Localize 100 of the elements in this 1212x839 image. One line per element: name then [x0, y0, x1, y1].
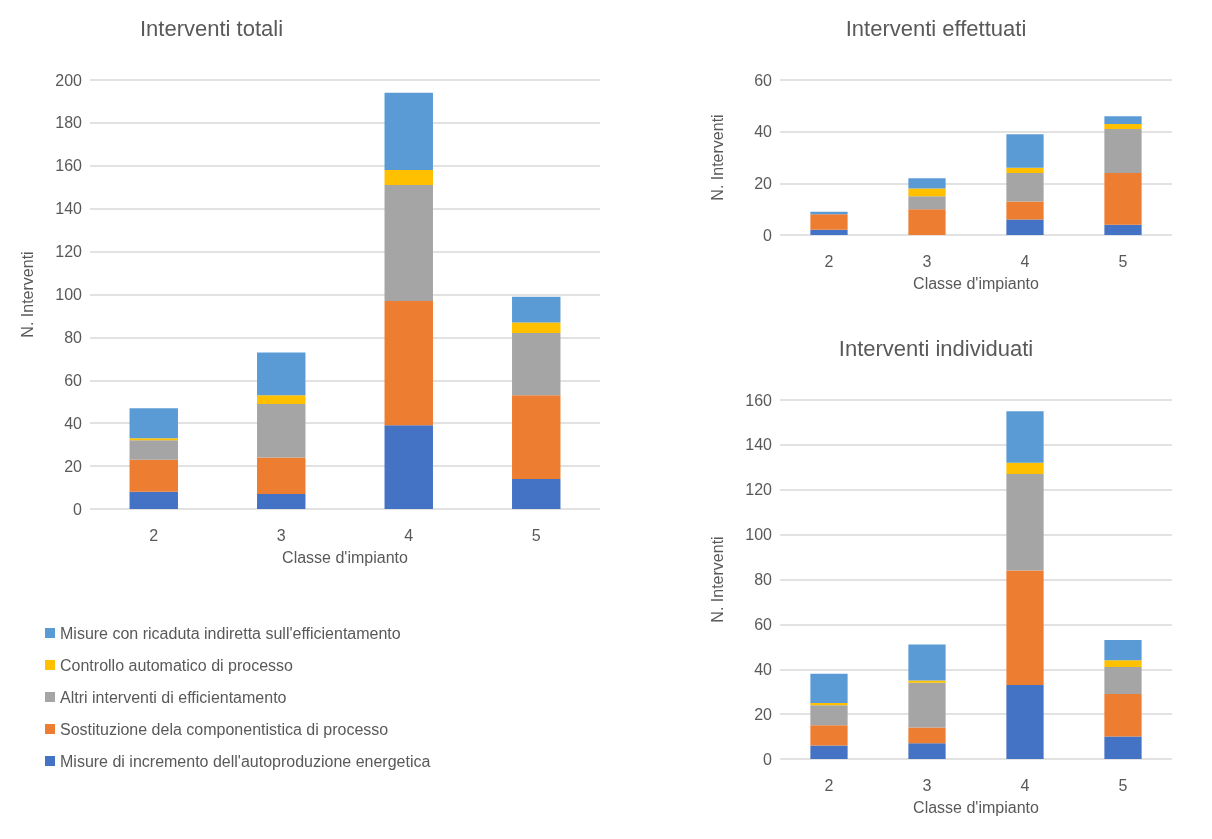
bar — [1006, 462, 1044, 475]
y-tick-label: 80 — [64, 328, 83, 346]
bar — [1104, 640, 1142, 661]
bar — [512, 395, 561, 479]
y-tick-label: 0 — [763, 750, 773, 768]
bar — [810, 214, 848, 230]
chart-title: Interventi individuati — [838, 335, 1034, 361]
x-tick-label: 2 — [149, 526, 159, 544]
y-tick-label: 180 — [55, 114, 83, 132]
bar — [1006, 474, 1044, 571]
x-tick-label: 3 — [922, 252, 932, 270]
bar — [1104, 224, 1142, 235]
bar — [129, 408, 178, 439]
bar — [257, 457, 306, 494]
y-tick-label: 0 — [763, 226, 773, 244]
y-axis-title: N. Interventi — [708, 536, 726, 623]
x-tick-label: 3 — [922, 776, 932, 794]
bar — [257, 403, 306, 458]
y-tick-label: 40 — [64, 414, 83, 432]
chart-title: Interventi effettuati — [845, 15, 1027, 41]
bar — [1104, 693, 1142, 737]
bar — [908, 178, 946, 189]
x-axis-title: Classe d'impianto — [913, 274, 1039, 292]
bar — [810, 702, 848, 706]
y-tick-label: 0 — [73, 500, 83, 518]
bar — [384, 425, 433, 509]
bar — [908, 196, 946, 210]
bar — [810, 229, 848, 235]
y-axis-title: N. Interventi — [18, 251, 36, 338]
x-tick-label: 5 — [1118, 252, 1128, 270]
bar — [1104, 116, 1142, 124]
bar — [512, 296, 561, 323]
y-tick-label: 60 — [754, 615, 773, 633]
y-tick-label: 100 — [745, 526, 773, 544]
bar — [908, 680, 946, 683]
bar — [384, 300, 433, 426]
chart-title: Interventi totali — [140, 15, 284, 41]
bar — [1104, 123, 1142, 130]
legend-label: Controllo automatico di processo — [60, 656, 294, 674]
bar — [1006, 173, 1044, 202]
y-tick-label: 40 — [754, 123, 773, 141]
y-tick-label: 20 — [754, 174, 773, 192]
bar — [129, 491, 178, 509]
bar — [257, 493, 306, 509]
bar — [129, 459, 178, 492]
bar — [1104, 129, 1142, 173]
y-tick-label: 140 — [745, 436, 773, 454]
x-tick-label: 4 — [1020, 252, 1030, 270]
legend-label: Misure con ricaduta indiretta sull'efficientamento — [60, 624, 401, 642]
bar — [384, 185, 433, 301]
bar — [1006, 411, 1044, 463]
x-tick-label: 2 — [824, 776, 834, 794]
x-tick-label: 4 — [404, 526, 414, 544]
y-tick-label: 120 — [55, 243, 83, 261]
bar — [512, 322, 561, 334]
y-tick-label: 60 — [64, 371, 83, 389]
y-tick-label: 160 — [745, 391, 773, 409]
x-tick-label: 5 — [1118, 776, 1128, 794]
y-tick-label: 20 — [64, 457, 83, 475]
x-tick-label: 3 — [276, 526, 286, 544]
bar — [1006, 570, 1044, 685]
y-tick-label: 120 — [745, 481, 773, 499]
bar — [908, 188, 946, 197]
bar — [1006, 167, 1044, 173]
y-tick-label: 40 — [754, 660, 773, 678]
y-tick-label: 160 — [55, 157, 83, 175]
bar — [810, 725, 848, 746]
bar — [908, 209, 946, 235]
bar — [129, 438, 178, 441]
bar — [1104, 736, 1142, 759]
bar — [257, 352, 306, 396]
y-tick-label: 60 — [754, 71, 773, 89]
x-tick-label: 2 — [824, 252, 834, 270]
x-axis-title: Classe d'impianto — [913, 798, 1039, 816]
bar — [1104, 667, 1142, 694]
bar — [129, 440, 178, 460]
legend-label: Altri interventi di efficientamento — [60, 688, 287, 706]
y-tick-label: 20 — [754, 705, 773, 723]
bar — [1006, 219, 1044, 235]
bar — [512, 478, 561, 509]
bar — [908, 644, 946, 681]
legend-label: Sostituzione dela componentistica di processo — [60, 720, 389, 738]
y-tick-label: 200 — [55, 71, 83, 89]
y-tick-label: 80 — [754, 571, 773, 588]
legend-label: Misure di incremento dell'autoproduzione energetica — [60, 752, 431, 770]
y-axis-title: N. Interventi — [708, 114, 726, 201]
y-tick-label: 140 — [55, 200, 83, 218]
bar — [384, 170, 433, 186]
bar — [810, 705, 848, 726]
bar — [257, 395, 306, 404]
bar — [1104, 173, 1142, 225]
y-tick-label: 100 — [55, 286, 83, 303]
bar — [384, 92, 433, 171]
x-axis-title: Classe d'impianto — [282, 548, 408, 566]
bar — [1006, 134, 1044, 168]
bar — [908, 727, 946, 744]
bar — [1006, 201, 1044, 220]
x-tick-label: 5 — [531, 526, 541, 544]
bar — [908, 682, 946, 728]
bar — [908, 743, 946, 759]
